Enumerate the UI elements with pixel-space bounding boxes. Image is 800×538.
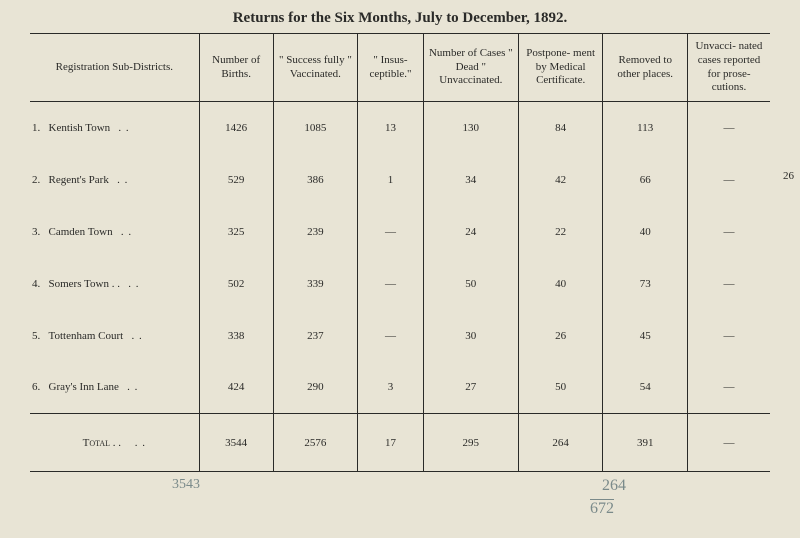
cell-success: 239 <box>273 206 358 258</box>
total-births: 3544 <box>199 414 273 472</box>
table-row: 1. Kentish Town . .142610851313084113— <box>30 102 770 154</box>
cell-dead: 130 <box>423 102 518 154</box>
cell-success: 237 <box>273 310 358 362</box>
cell-births: 1426 <box>199 102 273 154</box>
total-unvac: — <box>688 414 771 472</box>
cell-insus: 3 <box>358 362 424 414</box>
handwriting-2: 264 <box>602 477 626 495</box>
total-removed: 391 <box>603 414 688 472</box>
cell-dead: 27 <box>423 362 518 414</box>
col-dead: Number of Cases " Dead " Unvaccinated. <box>423 34 518 102</box>
district-cell: 1. Kentish Town . . <box>30 102 199 154</box>
cell-success: 290 <box>273 362 358 414</box>
cell-dead: 50 <box>423 258 518 310</box>
page-title: Returns for the Six Months, July to Dece… <box>30 10 770 27</box>
header-row: Registration Sub-Districts. Number of Bi… <box>30 34 770 102</box>
cell-unvac: — <box>688 154 771 206</box>
col-births: Number of Births. <box>199 34 273 102</box>
cell-success: 386 <box>273 154 358 206</box>
cell-insus: — <box>358 258 424 310</box>
cell-removed: 113 <box>603 102 688 154</box>
col-success: " Success fully " Vaccinated. <box>273 34 358 102</box>
col-insus: " Insus- ceptible." <box>358 34 424 102</box>
district-cell: 4. Somers Town . . . . <box>30 258 199 310</box>
district-cell: 5. Tottenham Court . . <box>30 310 199 362</box>
cell-postpone: 42 <box>518 154 603 206</box>
district-cell: 6. Gray's Inn Lane . . <box>30 362 199 414</box>
cell-unvac: — <box>688 310 771 362</box>
table-row: 3. Camden Town . .325239—242240— <box>30 206 770 258</box>
returns-table: Registration Sub-Districts. Number of Bi… <box>30 33 770 472</box>
col-districts: Registration Sub-Districts. <box>30 34 199 102</box>
total-success: 2576 <box>273 414 358 472</box>
cell-postpone: 84 <box>518 102 603 154</box>
cell-postpone: 22 <box>518 206 603 258</box>
cell-success: 339 <box>273 258 358 310</box>
cell-success: 1085 <box>273 102 358 154</box>
cell-births: 338 <box>199 310 273 362</box>
cell-insus: 13 <box>358 102 424 154</box>
cell-postpone: 40 <box>518 258 603 310</box>
col-postpone: Postpone- ment by Medical Certificate. <box>518 34 603 102</box>
cell-postpone: 26 <box>518 310 603 362</box>
total-row: Total . . . .3544257617295264391— <box>30 414 770 472</box>
cell-insus: — <box>358 206 424 258</box>
table-row: 5. Tottenham Court . .338237—302645— <box>30 310 770 362</box>
total-dead: 295 <box>423 414 518 472</box>
col-removed: Removed to other places. <box>603 34 688 102</box>
cell-unvac: — <box>688 258 771 310</box>
cell-insus: — <box>358 310 424 362</box>
total-insus: 17 <box>358 414 424 472</box>
district-cell: 2. Regent's Park . . <box>30 154 199 206</box>
cell-births: 424 <box>199 362 273 414</box>
cell-dead: 30 <box>423 310 518 362</box>
table-row: 2. Regent's Park . .5293861344266— <box>30 154 770 206</box>
cell-births: 325 <box>199 206 273 258</box>
cell-removed: 40 <box>603 206 688 258</box>
cell-unvac: — <box>688 362 771 414</box>
col-unvac: Unvacci- nated cases reported for prose-… <box>688 34 771 102</box>
cell-unvac: — <box>688 102 771 154</box>
district-cell: 3. Camden Town . . <box>30 206 199 258</box>
handwriting-3: 672 <box>590 500 614 518</box>
cell-dead: 34 <box>423 154 518 206</box>
cell-removed: 73 <box>603 258 688 310</box>
cell-insus: 1 <box>358 154 424 206</box>
total-postpone: 264 <box>518 414 603 472</box>
table-row: 6. Gray's Inn Lane . .4242903275054— <box>30 362 770 414</box>
cell-unvac: — <box>688 206 771 258</box>
total-label: Total . . . . <box>30 414 199 472</box>
cell-births: 502 <box>199 258 273 310</box>
handwriting-1: 3543 <box>172 477 200 493</box>
cell-dead: 24 <box>423 206 518 258</box>
cell-removed: 45 <box>603 310 688 362</box>
cell-postpone: 50 <box>518 362 603 414</box>
table-row: 4. Somers Town . . . .502339—504073— <box>30 258 770 310</box>
cell-births: 529 <box>199 154 273 206</box>
cell-removed: 54 <box>603 362 688 414</box>
side-page-number: 26 <box>783 170 794 182</box>
cell-removed: 66 <box>603 154 688 206</box>
